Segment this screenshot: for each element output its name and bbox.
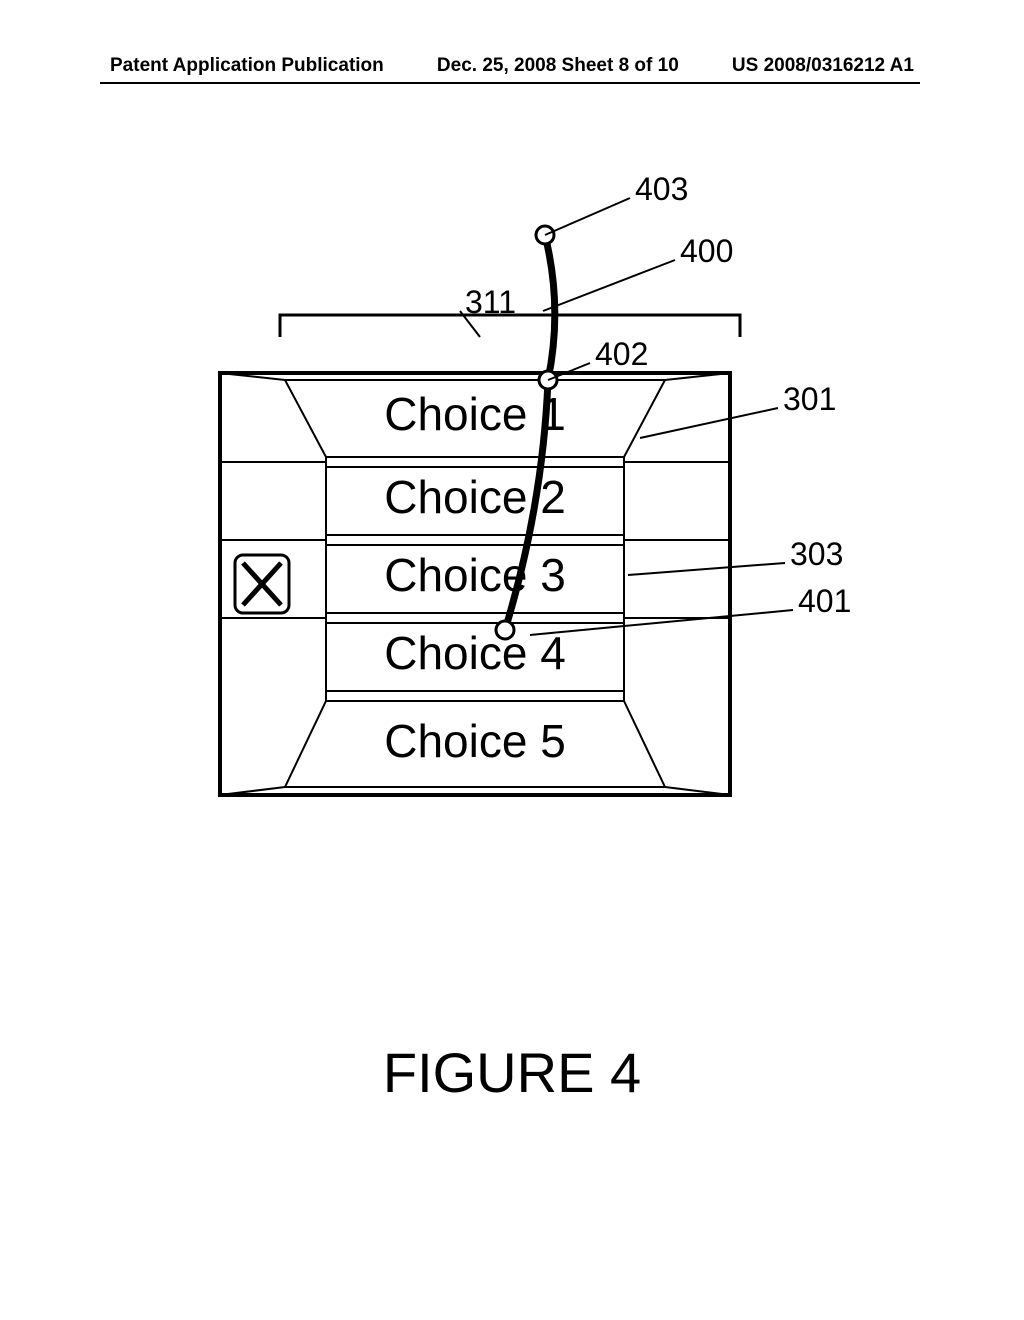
ref-label-311: 311 <box>465 284 516 320</box>
header-right: US 2008/0316212 A1 <box>732 55 914 77</box>
path-point-401 <box>496 621 514 639</box>
figure-container: Choice 1Choice 2Choice 3Choice 4Choice 5… <box>0 155 1024 855</box>
ref-label-301: 301 <box>783 381 836 417</box>
header-rule <box>100 82 920 84</box>
header-center: Dec. 25, 2008 Sheet 8 of 10 <box>437 55 679 77</box>
ref-label-402: 402 <box>595 336 648 372</box>
ref-label-401: 401 <box>798 583 851 619</box>
patent-diagram: Choice 1Choice 2Choice 3Choice 4Choice 5… <box>0 155 1024 855</box>
figure-title: FIGURE 4 <box>0 1040 1024 1105</box>
page-header: Patent Application Publication Dec. 25, … <box>0 55 1024 77</box>
ref-label-303: 303 <box>790 536 843 572</box>
ref-label-403: 403 <box>635 171 688 207</box>
choice-label-3: Choice 3 <box>384 549 566 601</box>
choice-label-1: Choice 1 <box>384 388 566 440</box>
ref-label-400: 400 <box>680 233 733 269</box>
choice-label-5: Choice 5 <box>384 715 566 767</box>
header-left: Patent Application Publication <box>110 55 384 77</box>
